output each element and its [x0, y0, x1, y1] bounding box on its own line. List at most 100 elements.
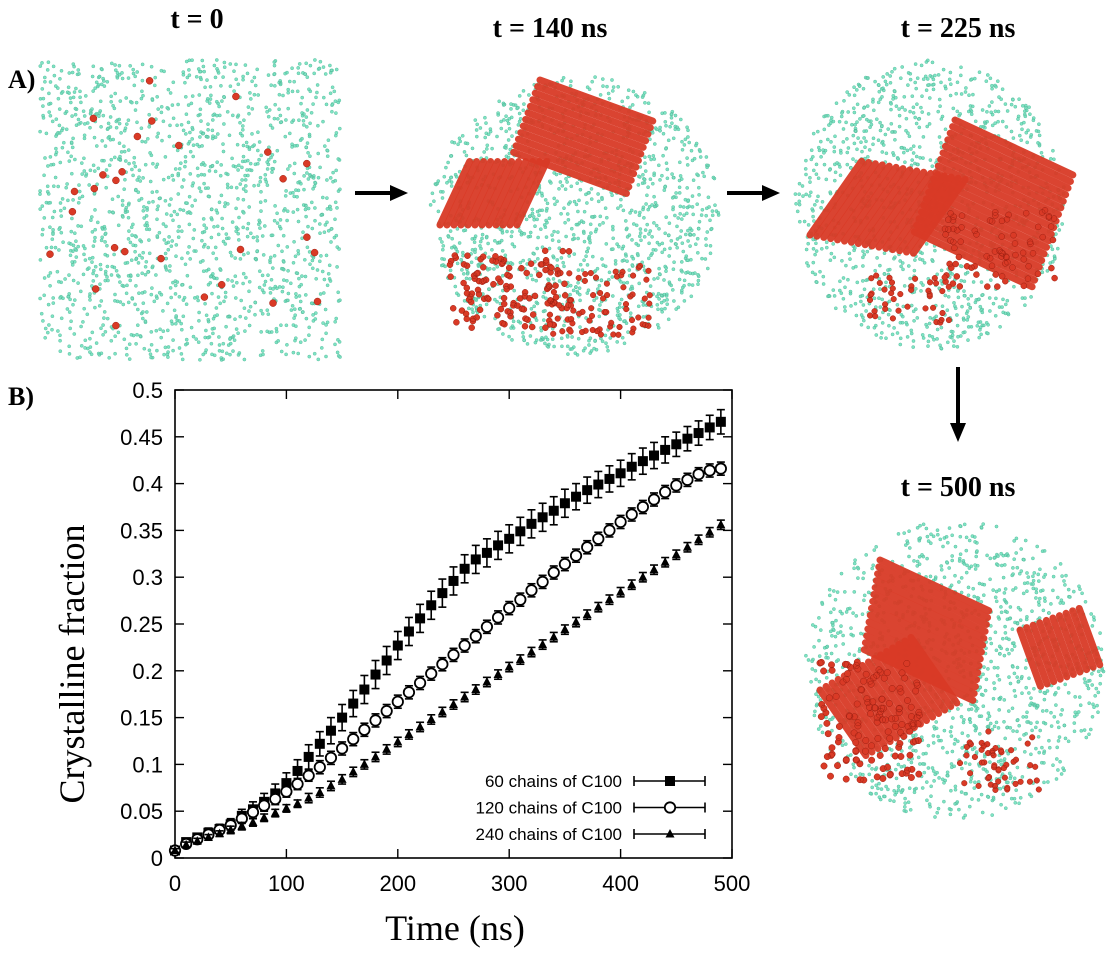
data-point: [681, 473, 694, 486]
data-point: [460, 692, 470, 701]
data-point: [571, 491, 582, 502]
data-point: [181, 839, 191, 849]
snapshot-title-3: t = 225 ns: [901, 13, 1016, 44]
legend-marker: [665, 829, 675, 838]
x-tick-label: 0: [169, 871, 181, 896]
data-point: [292, 765, 303, 776]
data-point: [303, 751, 314, 762]
snapshot-image-t500: [804, 522, 1106, 820]
data-point: [514, 593, 527, 606]
series-3: [170, 519, 726, 855]
data-point: [246, 806, 260, 819]
data-point: [547, 566, 560, 579]
data-point: [226, 824, 236, 834]
snapshot-title-1: t = 0: [170, 4, 223, 35]
data-point: [581, 541, 594, 554]
data-point: [335, 742, 349, 755]
data-point: [627, 579, 637, 589]
data-point: [459, 563, 470, 574]
data-point: [370, 669, 381, 680]
data-point: [558, 557, 572, 571]
data-point: [192, 836, 202, 845]
data-point: [392, 640, 403, 651]
data-point: [281, 803, 291, 812]
data-point: [671, 439, 682, 450]
data-point: [481, 547, 492, 558]
data-point: [537, 512, 548, 523]
data-point: [647, 493, 661, 506]
data-point: [571, 617, 581, 626]
data-point: [693, 428, 704, 439]
data-point: [515, 526, 526, 537]
data-point: [593, 479, 604, 490]
data-point: [604, 594, 614, 604]
y-tick-label: 0.05: [120, 799, 163, 824]
data-point: [615, 468, 626, 479]
data-point: [603, 524, 616, 537]
data-point: [504, 533, 515, 544]
data-point: [569, 549, 583, 562]
x-tick-label: 300: [491, 871, 528, 896]
data-point: [549, 632, 559, 641]
x-tick-label: 200: [379, 871, 416, 896]
data-point: [415, 721, 425, 731]
y-tick-label: 0.2: [132, 659, 163, 684]
data-point: [426, 714, 436, 723]
y-tick-label: 0.15: [120, 706, 163, 731]
data-point: [402, 686, 416, 699]
data-point: [381, 655, 392, 666]
snapshot-image-t0: [38, 58, 342, 362]
data-point: [582, 609, 592, 619]
data-point: [604, 473, 615, 484]
data-point: [337, 774, 347, 783]
data-point: [436, 658, 449, 671]
data-point: [437, 706, 447, 716]
data-point: [281, 778, 292, 789]
data-point: [536, 575, 549, 588]
data-point: [369, 714, 382, 727]
data-point: [415, 613, 426, 624]
data-point: [682, 433, 693, 444]
data-point: [526, 647, 536, 656]
plot-frame: [174, 389, 733, 859]
y-tick-label: 0.3: [132, 565, 163, 590]
data-point: [391, 695, 404, 708]
panel-a-label: A): [8, 65, 35, 94]
data-point: [215, 828, 225, 838]
data-point: [503, 601, 516, 615]
arrow-down-icon: [950, 367, 966, 442]
data-point: [704, 422, 715, 433]
legend-marker: [665, 776, 675, 786]
data-point: [325, 725, 336, 736]
data-point: [337, 712, 348, 723]
data-point: [237, 821, 247, 830]
data-point: [480, 620, 494, 633]
snapshot-image-t225: [793, 58, 1077, 351]
data-point: [393, 736, 403, 746]
y-tick-label: 0.45: [120, 425, 163, 450]
data-point: [315, 787, 325, 796]
data-point: [258, 799, 271, 812]
y-tick-label: 0.35: [120, 518, 163, 543]
data-point: [515, 654, 525, 664]
data-point: [560, 624, 570, 634]
data-point: [447, 648, 460, 661]
data-point: [493, 540, 504, 551]
data-point: [616, 587, 626, 596]
data-point: [280, 785, 293, 798]
data-point: [404, 729, 414, 738]
legend: 60 chains of C100 120 chains of C100 240 c…: [476, 772, 706, 844]
y-tick-label: 0: [151, 846, 163, 871]
data-point: [582, 485, 593, 496]
data-point: [348, 766, 358, 776]
data-point: [491, 611, 505, 624]
data-point: [526, 518, 537, 529]
y-tick-label: 0.4: [132, 472, 163, 497]
data-point: [470, 554, 481, 565]
data-point: [538, 639, 548, 649]
data-point: [548, 505, 559, 516]
data-point: [270, 808, 280, 817]
data-point: [493, 669, 503, 679]
data-point: [614, 515, 627, 529]
data-point: [269, 792, 282, 806]
